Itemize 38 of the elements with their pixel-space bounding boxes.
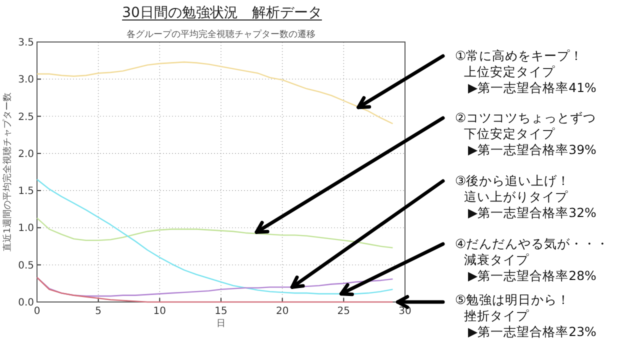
annotation: ⑤勉強は明日から！ — [455, 292, 570, 307]
chart-title: 30日間の勉強状況 解析データ — [122, 5, 322, 21]
annotation: ④だんだんやる気が・・・ — [455, 236, 610, 251]
y-tick-label: 2.0 — [18, 148, 34, 160]
annotation: ②コツコツちょっとずつ — [455, 110, 596, 125]
x-axis-title: 日 — [216, 319, 226, 329]
x-tick-label: 15 — [214, 306, 228, 317]
y-tick-label: 3.0 — [18, 74, 34, 86]
y-tick-label: 2.5 — [18, 112, 34, 123]
text: 挫折タイプ — [464, 308, 530, 323]
x-tick-label: 0 — [34, 306, 40, 317]
chart-subtitle: 各グループの平均完全視聴チャプター数の遷移 — [126, 29, 316, 40]
text: 下位安定タイプ — [464, 126, 556, 141]
text: 上位安定タイプ — [464, 64, 556, 79]
text: 減衰タイプ — [464, 252, 530, 267]
text: 這い上がりタイプ — [464, 189, 569, 204]
x-tick-label: 25 — [337, 306, 350, 317]
annotation: ①常に高めをキープ！ — [455, 48, 584, 63]
y-tick-label: 1.5 — [18, 186, 34, 198]
x-tick-label: 20 — [276, 306, 289, 317]
text: ▶第一志望合格率41% — [468, 80, 597, 95]
annotation: ③後から追い上げ！ — [455, 173, 570, 188]
y-axis-title: 直近1週間の平均完全視聴チャプター数 — [2, 92, 13, 252]
y-tick-label: 3.5 — [18, 38, 34, 48]
text: ▶第一志望合格率23% — [468, 324, 597, 339]
line-series — [36, 276, 394, 297]
y-tick-label: 0.5 — [18, 260, 34, 272]
line-series — [36, 276, 394, 303]
x-tick-label: 5 — [95, 306, 102, 317]
line-series — [36, 217, 394, 248]
x-tick-label: 10 — [153, 306, 166, 317]
line-series — [36, 178, 394, 294]
y-tick-label: 0.0 — [18, 298, 34, 308]
text: ▶第一志望合格率28% — [468, 268, 597, 283]
y-tick-label: 1.0 — [18, 223, 34, 234]
text: ▶第一志望合格率39% — [468, 142, 597, 157]
text: ▶第一志望合格率32% — [468, 205, 597, 220]
line-series — [36, 61, 394, 124]
